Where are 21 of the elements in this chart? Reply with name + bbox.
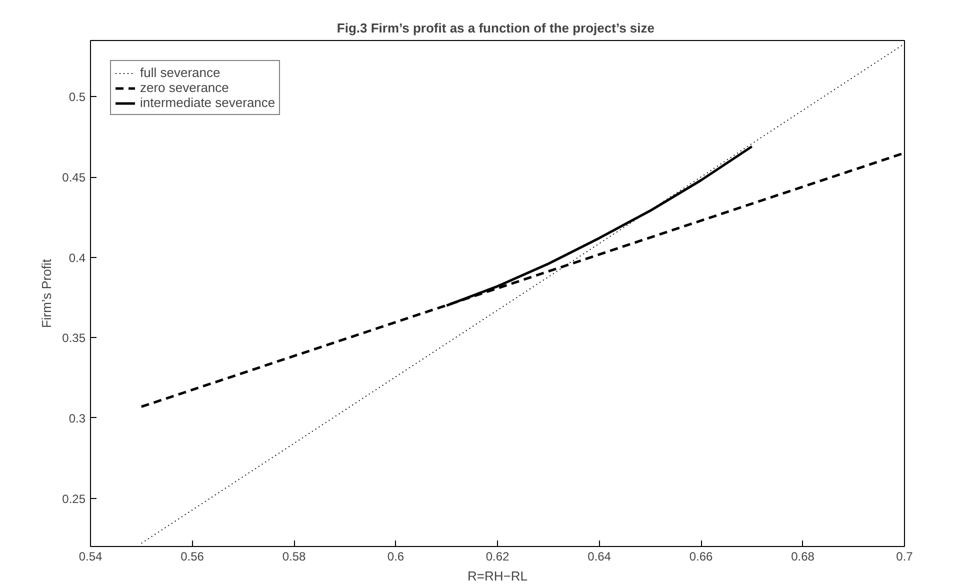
x-axis-title: R=RH−RL [468,568,528,584]
x-tick-label: 0.54 [78,550,103,564]
legend-label: full severance [140,65,220,80]
legend-label: zero severance [140,80,229,95]
x-tick-label: 0.58 [282,550,306,564]
y-tick-label: 0.5 [68,90,86,104]
y-tick-label: 0.4 [68,250,86,265]
y-axis-title: Firm’s Profit [39,258,54,328]
chart-title: Fig.3 Firm’s profit as a function of the project’s size [336,20,654,36]
x-tick-label: 0.64 [588,550,612,564]
y-tick-label: 0.35 [62,331,86,346]
x-tick-label: 0.56 [180,550,204,564]
y-tick-label: 0.25 [62,492,86,506]
x-tick-label: 0.66 [689,550,714,564]
x-tick-label: 0.7 [896,550,914,564]
legend-label: intermediate severance [140,95,276,110]
x-tick-label: 0.68 [791,550,815,564]
y-tick-label: 0.3 [68,411,86,426]
x-tick-label: 0.6 [387,550,404,564]
x-tick-label: 0.62 [486,550,510,564]
y-tick-label: 0.45 [62,170,86,185]
